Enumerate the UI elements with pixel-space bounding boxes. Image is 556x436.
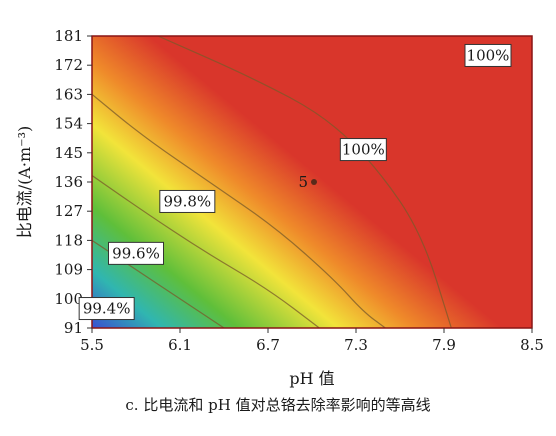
contour-lines bbox=[92, 36, 452, 328]
contour-labels: 100% 100% 99.8% 99.6% 99.4% bbox=[78, 43, 512, 321]
contour-label-text: 99.6% bbox=[112, 244, 160, 262]
contour-line bbox=[92, 175, 320, 328]
contour-label-box bbox=[108, 241, 164, 265]
y-tick-label: 163 bbox=[54, 85, 83, 103]
contour-label-text: 100% bbox=[342, 141, 385, 159]
contour-label-box bbox=[464, 43, 512, 67]
contour-line bbox=[92, 239, 225, 328]
center-point-marker bbox=[311, 179, 317, 185]
contour-label: 99.8% bbox=[159, 189, 216, 213]
contour-label-box bbox=[339, 138, 387, 162]
x-axis-title: pH 值 bbox=[289, 369, 334, 388]
contour-label-text: 100% bbox=[467, 46, 510, 64]
contour-label: 99.6% bbox=[108, 241, 164, 265]
contour-label-text: 99.4% bbox=[83, 300, 131, 318]
y-axis-title: 比电流/(A·m⁻³) bbox=[15, 126, 34, 239]
x-tick-label: 6.1 bbox=[168, 336, 192, 354]
contour-chart: 5.5 6.1 6.7 7.3 7.9 8.5 911001091181271361451… bbox=[15, 27, 544, 388]
contour-label-text: 99.8% bbox=[164, 192, 212, 210]
contour-line bbox=[157, 36, 452, 328]
x-tick-label: 7.3 bbox=[344, 336, 368, 354]
y-tick-label: 127 bbox=[54, 202, 83, 220]
contour-line bbox=[92, 93, 386, 328]
y-tick-label: 100 bbox=[54, 290, 83, 308]
y-tick-label: 154 bbox=[54, 115, 83, 133]
x-tick-label: 7.9 bbox=[432, 336, 456, 354]
y-tick-label: 172 bbox=[54, 56, 83, 74]
x-tick-label: 5.5 bbox=[80, 336, 104, 354]
contour-label-box bbox=[78, 297, 135, 321]
y-axis: 91 100 109 118 127 136 145 154 163 172 181 bbox=[54, 27, 92, 337]
x-tick-label: 6.7 bbox=[256, 336, 280, 354]
y-tick-label: 91 bbox=[64, 319, 83, 337]
figure-caption: c. 比电流和 pH 值对总铬去除率影响的等高线 bbox=[125, 396, 431, 414]
center-point-label: 5 bbox=[298, 173, 308, 191]
contour-label: 100% bbox=[339, 138, 387, 162]
y-tick-label: 181 bbox=[54, 27, 83, 45]
y-tick-label: 136 bbox=[54, 173, 83, 191]
center-point: 5 bbox=[298, 173, 317, 191]
y-tick-label: 118 bbox=[54, 231, 83, 249]
y-tick-label: 145 bbox=[54, 144, 83, 162]
contour-label-box bbox=[159, 189, 216, 213]
contour-label: 99.4% bbox=[78, 297, 135, 321]
y-tick-label: 109 bbox=[54, 261, 83, 279]
contour-label: 100% bbox=[464, 43, 512, 67]
x-axis: 5.5 6.1 6.7 7.3 7.9 8.5 bbox=[80, 328, 544, 354]
x-tick-label: 8.5 bbox=[520, 336, 544, 354]
